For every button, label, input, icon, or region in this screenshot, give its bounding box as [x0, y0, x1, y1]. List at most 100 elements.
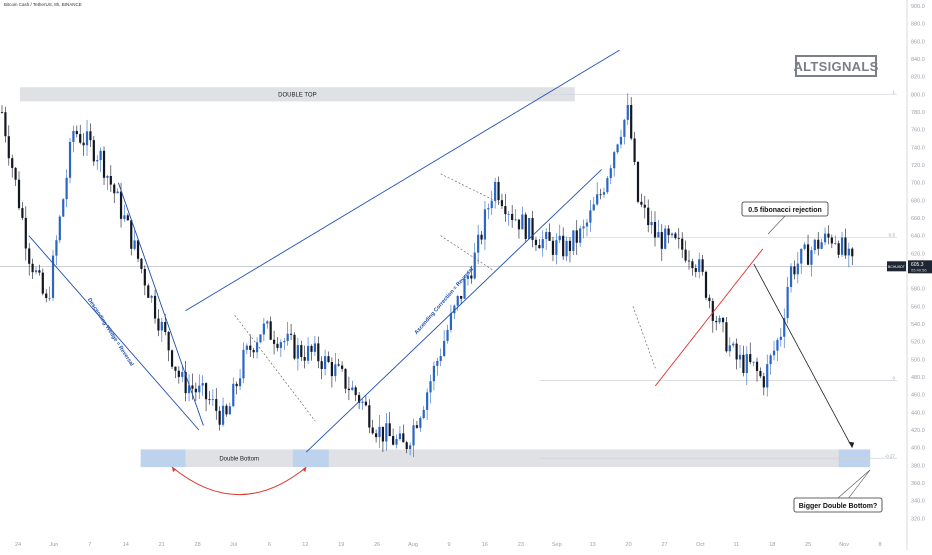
candle-body	[313, 343, 316, 352]
x-tick-label: 7	[88, 542, 91, 548]
candle-body	[851, 248, 854, 257]
candle-body	[745, 354, 748, 373]
fib-rejection-callout-group: 0.5 fibonacci rejection	[741, 201, 829, 235]
y-tick-label: 360.0	[911, 481, 925, 487]
y-tick-label: 400.0	[911, 446, 925, 452]
y-tick-label: 620.0	[911, 251, 925, 257]
candle-body	[310, 345, 313, 352]
candle-body	[534, 239, 538, 246]
candle-body	[279, 342, 282, 348]
candle-body	[616, 144, 619, 153]
double-bottom-arc	[171, 466, 307, 495]
drop-dashed-line	[632, 306, 656, 369]
candle-body	[677, 238, 680, 239]
fib-level-label: 0.5	[889, 232, 896, 237]
arc-right-arrowhead	[302, 467, 307, 473]
x-tick-label: 19	[338, 542, 344, 548]
candle-body	[344, 368, 347, 389]
candle-body	[820, 242, 823, 249]
candle-body	[640, 201, 643, 205]
y-tick-label: 560.0	[911, 304, 925, 310]
candle-body	[766, 364, 769, 388]
candle-body	[830, 237, 833, 244]
candle-body	[643, 204, 646, 208]
candle-body	[354, 387, 357, 396]
y-tick-label: 660.0	[911, 216, 925, 222]
candle-body	[834, 243, 837, 245]
y-tick-label: 380.0	[911, 463, 925, 469]
candle-body	[371, 427, 374, 434]
price-tag-group: BCHUSDT 605.305:40:56	[887, 260, 932, 274]
y-tick-label: 540.0	[911, 322, 925, 328]
candle-body	[742, 354, 745, 373]
x-tick-label: Jul	[230, 542, 237, 548]
double-top-label: DOUBLE TOP	[278, 92, 316, 98]
candle-body	[762, 376, 765, 388]
candle-body	[439, 356, 442, 361]
y-tick-label: 760.0	[911, 128, 925, 134]
candle-body	[7, 136, 10, 159]
candle-body	[388, 423, 391, 437]
candle-body	[92, 140, 95, 162]
candle-body	[0, 112, 4, 113]
x-tick-label: Jun	[49, 542, 58, 548]
bigger-double-bottom-up-pointer	[837, 469, 871, 499]
candle-body	[636, 161, 640, 202]
candle-body	[204, 383, 208, 400]
candle-body	[517, 219, 521, 230]
candle-body	[150, 295, 153, 298]
candle-body	[507, 213, 510, 215]
double-bottom-label: Double Bottom	[219, 456, 259, 462]
y-tick-label: 460.0	[911, 393, 925, 399]
flag-dashed-line-upper	[440, 173, 504, 206]
projection-arrow-head	[848, 441, 855, 448]
x-tick-label: 25	[805, 542, 811, 548]
candle-body	[157, 318, 160, 331]
candle-body	[167, 332, 170, 351]
candle-body	[504, 206, 507, 215]
candle-body	[259, 334, 262, 343]
bigger-double-bottom-callout-text: Bigger Double Bottom?	[799, 503, 878, 510]
candles-group	[0, 93, 854, 458]
x-tick-label: 28	[195, 542, 201, 548]
double-bottom-right-highlight	[292, 449, 329, 468]
candle-body	[174, 366, 177, 371]
y-tick-label: 320.0	[911, 516, 925, 522]
y-tick-label: 740.0	[911, 145, 925, 151]
candle-body	[191, 385, 194, 389]
x-tick-label: 26	[374, 542, 380, 548]
candle-body	[752, 361, 755, 363]
candle-body	[531, 218, 534, 240]
candle-body	[483, 209, 487, 240]
candle-body	[21, 208, 24, 218]
candle-body	[300, 345, 303, 358]
candle-body	[317, 343, 320, 362]
candle-body	[823, 233, 827, 243]
fib-level-label: 0	[892, 376, 895, 381]
candle-body	[711, 301, 714, 321]
fib-rejection-callout-pointer	[767, 215, 786, 235]
x-tick-label: 13	[590, 542, 596, 548]
candle-body	[153, 295, 157, 319]
candle-body	[562, 235, 565, 257]
candle-body	[453, 305, 456, 314]
candle-body	[606, 178, 609, 193]
candle-body	[58, 216, 61, 241]
candle-body	[184, 371, 187, 394]
candle-body	[327, 356, 330, 362]
candle-body	[460, 295, 463, 299]
candle-body	[392, 436, 395, 445]
fib-level-label: 1	[892, 89, 895, 94]
candle-body	[72, 130, 75, 142]
candle-body	[463, 278, 466, 299]
candle-body	[14, 167, 17, 180]
price-tag-value: 605.3	[911, 262, 924, 268]
candle-body	[698, 259, 701, 272]
candle-body	[276, 343, 279, 348]
rising-support-line	[654, 248, 764, 387]
y-tick-label: 880.0	[911, 22, 925, 28]
candle-body	[116, 191, 119, 194]
candle-body	[99, 150, 102, 161]
candle-body	[55, 240, 58, 256]
